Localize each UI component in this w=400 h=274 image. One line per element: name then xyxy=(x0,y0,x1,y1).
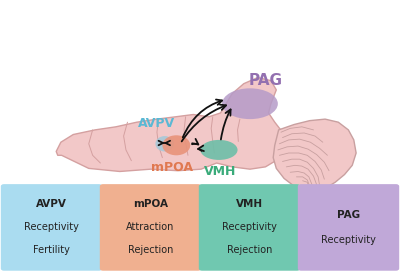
Text: Receptivity: Receptivity xyxy=(321,235,376,245)
Text: Rejection: Rejection xyxy=(128,246,173,255)
Text: VMH: VMH xyxy=(204,165,237,178)
Text: VMH: VMH xyxy=(236,199,263,209)
Ellipse shape xyxy=(222,88,278,119)
Text: AVPV: AVPV xyxy=(36,199,67,209)
Ellipse shape xyxy=(162,135,190,155)
Polygon shape xyxy=(273,119,356,192)
Text: AVPV: AVPV xyxy=(138,117,176,130)
Ellipse shape xyxy=(155,136,174,152)
Text: PAG: PAG xyxy=(248,73,282,88)
Text: Rejection: Rejection xyxy=(227,246,272,255)
Text: Fertility: Fertility xyxy=(33,246,70,255)
Text: Receptivity: Receptivity xyxy=(222,222,277,232)
Text: Receptivity: Receptivity xyxy=(24,222,79,232)
Text: Attraction: Attraction xyxy=(126,222,175,232)
Text: PAG: PAG xyxy=(337,210,360,220)
Ellipse shape xyxy=(200,140,238,160)
Polygon shape xyxy=(56,78,286,172)
Text: mPOA: mPOA xyxy=(152,161,194,174)
Text: mPOA: mPOA xyxy=(133,199,168,209)
